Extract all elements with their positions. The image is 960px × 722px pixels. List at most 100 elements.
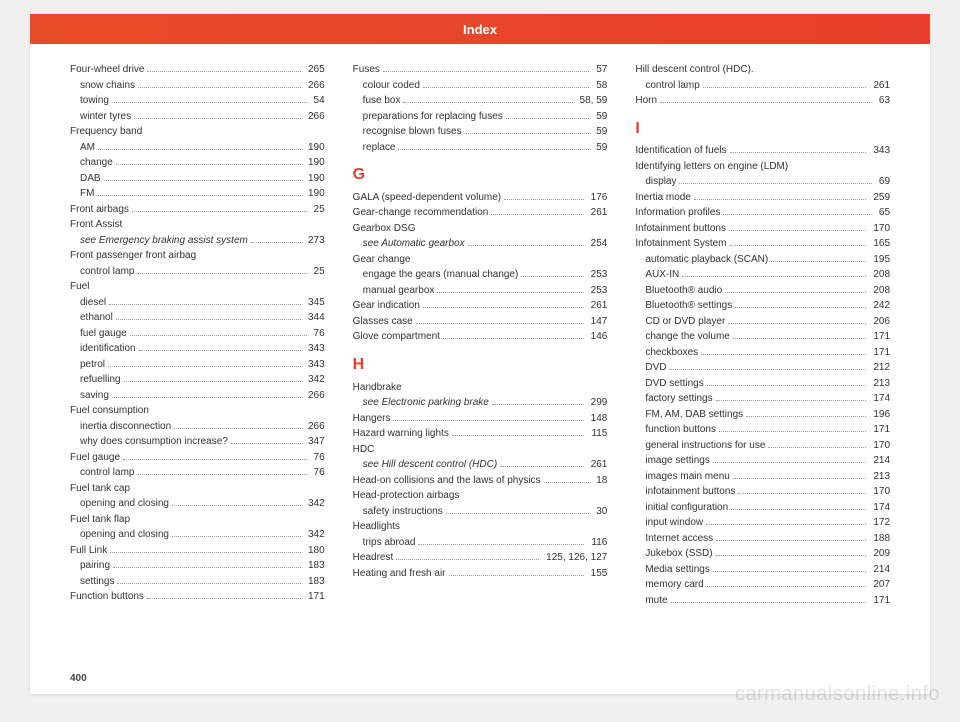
entry-label: images main menu — [645, 469, 729, 485]
entry-label: Gearbox DSG — [353, 221, 416, 237]
entry-page: 342 — [304, 527, 325, 543]
index-entry: diesel345 — [70, 295, 325, 311]
index-entry: AUX-IN208 — [635, 267, 890, 283]
entry-label: Infotainment System — [635, 236, 726, 252]
entry-label: fuse box — [363, 93, 401, 109]
entry-page: 174 — [869, 500, 890, 516]
entry-page: 25 — [310, 202, 325, 218]
entry-label: Identification of fuels — [635, 143, 726, 159]
entry-page: 196 — [869, 407, 890, 423]
leader-dots — [506, 118, 589, 119]
entry-page: 273 — [304, 233, 325, 249]
index-content: Four-wheel drive265snow chains266towing5… — [30, 44, 930, 608]
entry-label: Identifying letters on engine (LDM) — [635, 159, 788, 175]
entry-page: 259 — [869, 190, 890, 206]
entry-page: 57 — [592, 62, 607, 78]
leader-dots — [707, 586, 867, 587]
entry-label: winter tyres — [80, 109, 131, 125]
leader-dots — [172, 505, 301, 506]
index-entry: HDC — [353, 442, 608, 458]
entry-page: 116 — [587, 535, 607, 551]
entry-label: Handbrake — [353, 380, 402, 396]
index-entry: recognise blown fuses59 — [353, 124, 608, 140]
entry-label: change — [80, 155, 113, 171]
entry-label: why does consumption increase? — [80, 434, 228, 450]
entry-label: AM — [80, 140, 95, 156]
index-entry: Bluetooth® settings242 — [635, 298, 890, 314]
index-entry: preparations for replacing fuses59 — [353, 109, 608, 125]
index-entry: Fuel consumption — [70, 403, 325, 419]
index-entry: Glove compartment146 — [353, 329, 608, 345]
index-entry: saving266 — [70, 388, 325, 404]
index-entry: change190 — [70, 155, 325, 171]
index-entry: Gear-change recommendation261 — [353, 205, 608, 221]
leader-dots — [108, 366, 301, 367]
index-entry: Headlights — [353, 519, 608, 535]
entry-label: inertia disconnection — [80, 419, 171, 435]
leader-dots — [504, 199, 584, 200]
leader-dots — [682, 276, 866, 277]
entry-label: control lamp — [645, 78, 699, 94]
entry-label: CD or DVD player — [645, 314, 725, 330]
entry-page: 299 — [587, 395, 608, 411]
entry-page: 148 — [587, 411, 608, 427]
entry-label: Heating and fresh air — [353, 566, 446, 582]
leader-dots — [416, 323, 584, 324]
leader-dots — [147, 71, 301, 72]
header-title: Index — [463, 22, 497, 37]
entry-page: 261 — [869, 78, 890, 94]
index-entry: opening and closing342 — [70, 496, 325, 512]
section-letter: G — [353, 163, 608, 188]
entry-page: 253 — [587, 267, 608, 283]
column-1: Four-wheel drive265snow chains266towing5… — [70, 62, 325, 608]
entry-label: Internet access — [645, 531, 713, 547]
entry-label: Media settings — [645, 562, 709, 578]
index-entry: Gearbox DSG — [353, 221, 608, 237]
index-entry: GALA (speed-dependent volume)176 — [353, 190, 608, 206]
leader-dots — [735, 307, 866, 308]
entry-label: memory card — [645, 577, 703, 593]
leader-dots — [731, 509, 866, 510]
leader-dots — [730, 245, 867, 246]
leader-dots — [172, 536, 301, 537]
leader-dots — [110, 552, 301, 553]
entry-page: 125, 126, 127 — [542, 550, 607, 566]
entry-page: 208 — [869, 283, 890, 299]
index-entry: input window172 — [635, 515, 890, 531]
entry-label: Infotainment buttons — [635, 221, 726, 237]
index-entry: inertia disconnection 266 — [70, 419, 325, 435]
index-entry: display69 — [635, 174, 890, 190]
entry-page: 171 — [869, 422, 890, 438]
entry-label: pairing — [80, 558, 110, 574]
entry-label: Glasses case — [353, 314, 413, 330]
entry-label: Front airbags — [70, 202, 129, 218]
entry-label: Function buttons — [70, 589, 144, 605]
leader-dots — [403, 102, 572, 103]
index-entry: images main menu213 — [635, 469, 890, 485]
index-entry: Infotainment System165 — [635, 236, 890, 252]
index-entry: opening and closing342 — [70, 527, 325, 543]
entry-label: DVD — [645, 360, 666, 376]
entry-label: see Automatic gearbox — [363, 236, 465, 252]
leader-dots — [707, 385, 867, 386]
index-entry: pairing183 — [70, 558, 325, 574]
leader-dots — [701, 354, 866, 355]
entry-page: 172 — [869, 515, 890, 531]
entry-page: 25 — [310, 264, 325, 280]
entry-label: DVD settings — [645, 376, 703, 392]
entry-page: 170 — [869, 484, 890, 500]
leader-dots — [113, 567, 301, 568]
entry-label: factory settings — [645, 391, 712, 407]
index-entry: control lamp25 — [70, 264, 325, 280]
leader-dots — [738, 493, 866, 494]
leader-dots — [423, 87, 589, 88]
leader-dots — [104, 180, 301, 181]
entry-label: general instructions for use — [645, 438, 765, 454]
entry-label: Frequency band — [70, 124, 142, 140]
index-entry: Fuel tank flap — [70, 512, 325, 528]
entry-page: 171 — [869, 345, 890, 361]
watermark: carmanualsonline.info — [735, 683, 940, 706]
entry-page: 188 — [869, 531, 890, 547]
index-entry: see Emergency braking assist system273 — [70, 233, 325, 249]
entry-page: 266 — [304, 419, 325, 435]
